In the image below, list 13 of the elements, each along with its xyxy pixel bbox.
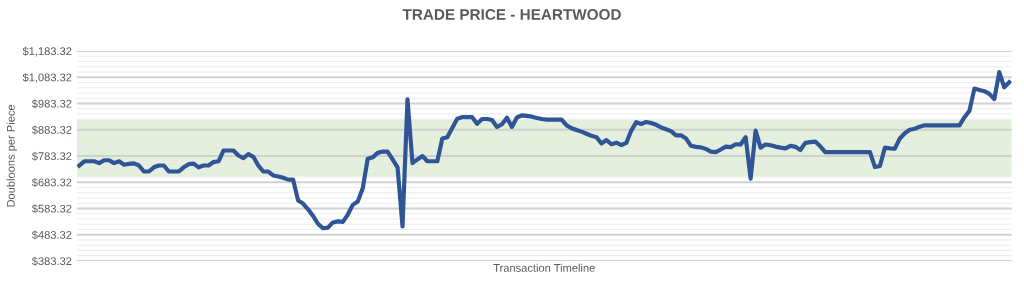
y-tick-label: $683.32 [31, 178, 72, 187]
y-tick-label: $583.32 [31, 204, 72, 214]
y-tick-label: $1,183.32 [22, 46, 72, 57]
x-axis-title: Transaction Timeline [493, 263, 595, 272]
y-tick-label: $783.32 [31, 151, 72, 161]
y-tick-label: $1,083.32 [22, 73, 72, 83]
y-tick-label: $983.32 [31, 99, 72, 109]
y-tick-label: $383.32 [31, 256, 72, 266]
y-tick-label: $883.32 [31, 125, 72, 135]
line-series [77, 69, 1012, 231]
y-axis-title: Doubloons per Piece [6, 104, 17, 207]
y-tick-label: $483.32 [31, 230, 72, 240]
chart-title: TRADE PRICE - HEARTWOOD [402, 9, 621, 20]
